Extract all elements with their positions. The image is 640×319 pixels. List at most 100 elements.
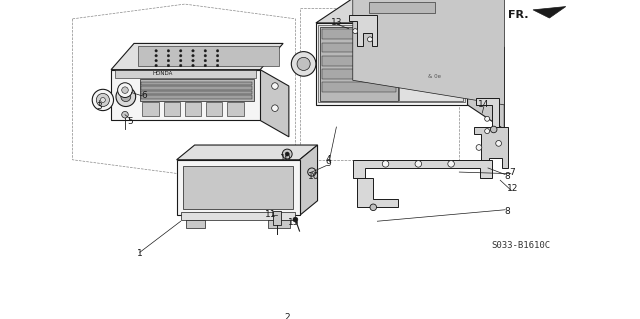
Circle shape [496, 140, 502, 146]
Circle shape [116, 87, 136, 107]
Circle shape [382, 160, 389, 167]
Polygon shape [533, 7, 566, 18]
Polygon shape [140, 79, 253, 101]
Polygon shape [399, 27, 463, 101]
Circle shape [370, 204, 376, 211]
Text: 1: 1 [137, 249, 143, 258]
Polygon shape [300, 145, 317, 216]
Circle shape [122, 87, 128, 93]
Polygon shape [316, 0, 504, 23]
Text: 10: 10 [280, 154, 291, 163]
Polygon shape [115, 70, 256, 78]
Polygon shape [185, 102, 201, 115]
Circle shape [476, 145, 482, 150]
Polygon shape [177, 160, 300, 216]
Circle shape [216, 55, 219, 57]
Circle shape [96, 93, 109, 107]
Polygon shape [183, 166, 293, 209]
Circle shape [92, 89, 113, 111]
Circle shape [216, 59, 219, 62]
Text: 11: 11 [265, 210, 276, 219]
Polygon shape [138, 46, 279, 66]
Text: 8: 8 [504, 172, 509, 181]
Polygon shape [177, 145, 317, 160]
Polygon shape [322, 43, 396, 52]
Polygon shape [111, 43, 283, 70]
Polygon shape [320, 27, 398, 101]
Circle shape [293, 217, 298, 222]
Circle shape [308, 168, 316, 176]
Polygon shape [349, 15, 378, 46]
Polygon shape [141, 95, 252, 99]
Text: 10: 10 [308, 172, 319, 181]
Circle shape [122, 111, 128, 118]
Circle shape [271, 105, 278, 111]
Polygon shape [180, 212, 296, 219]
Circle shape [353, 29, 358, 33]
Polygon shape [141, 82, 252, 85]
Text: 4: 4 [325, 155, 331, 164]
Polygon shape [357, 178, 398, 207]
Polygon shape [322, 69, 396, 79]
Polygon shape [353, 0, 504, 105]
Circle shape [155, 49, 157, 52]
Polygon shape [322, 82, 396, 92]
Polygon shape [141, 86, 252, 90]
Polygon shape [474, 127, 508, 168]
Polygon shape [260, 70, 289, 137]
Text: S033-B1610C: S033-B1610C [491, 241, 550, 250]
Text: 14: 14 [478, 100, 490, 109]
Text: 2: 2 [284, 313, 290, 319]
Circle shape [118, 83, 132, 98]
Text: 7: 7 [509, 167, 515, 176]
Circle shape [415, 160, 422, 167]
Text: 13: 13 [331, 19, 342, 27]
Circle shape [484, 116, 490, 121]
Text: 3: 3 [96, 102, 102, 111]
Text: HONDA: HONDA [152, 71, 172, 76]
Polygon shape [438, 29, 452, 48]
Circle shape [167, 64, 170, 67]
Polygon shape [402, 50, 417, 68]
Circle shape [216, 64, 219, 67]
Circle shape [155, 59, 157, 62]
Circle shape [291, 52, 316, 76]
Text: 5: 5 [127, 117, 132, 126]
Circle shape [179, 49, 182, 52]
Circle shape [204, 49, 207, 52]
Circle shape [204, 59, 207, 62]
Circle shape [192, 55, 194, 57]
Polygon shape [322, 29, 396, 39]
Circle shape [192, 59, 194, 62]
Polygon shape [111, 70, 260, 121]
Circle shape [216, 49, 219, 52]
Polygon shape [402, 29, 417, 48]
Circle shape [179, 59, 182, 62]
Polygon shape [206, 102, 223, 115]
Polygon shape [163, 102, 180, 115]
Polygon shape [438, 50, 452, 68]
Circle shape [271, 83, 278, 89]
Polygon shape [141, 91, 252, 94]
Circle shape [179, 55, 182, 57]
Polygon shape [369, 3, 435, 13]
Circle shape [204, 64, 207, 67]
Text: 9: 9 [325, 160, 331, 168]
Circle shape [167, 59, 170, 62]
Circle shape [179, 64, 182, 67]
Polygon shape [467, 23, 504, 130]
Polygon shape [322, 56, 396, 65]
Text: FR.: FR. [508, 10, 528, 20]
Circle shape [204, 55, 207, 57]
Circle shape [155, 64, 157, 67]
Circle shape [285, 152, 289, 156]
Text: 12: 12 [507, 184, 518, 193]
Polygon shape [273, 211, 281, 225]
Circle shape [192, 64, 194, 67]
Text: & 0e: & 0e [428, 74, 441, 79]
Polygon shape [227, 102, 244, 115]
Circle shape [367, 37, 372, 42]
Text: 15: 15 [288, 219, 300, 227]
Circle shape [282, 149, 292, 159]
Polygon shape [318, 26, 465, 102]
